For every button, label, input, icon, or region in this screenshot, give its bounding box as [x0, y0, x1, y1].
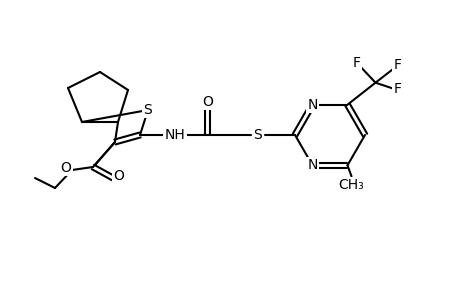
- Text: S: S: [253, 128, 262, 142]
- Text: F: F: [392, 82, 401, 96]
- Text: S: S: [143, 103, 152, 117]
- Text: O: O: [61, 161, 71, 175]
- Text: N: N: [307, 98, 317, 112]
- Text: F: F: [392, 58, 401, 72]
- Text: O: O: [202, 95, 213, 109]
- Text: O: O: [113, 169, 124, 183]
- Text: N: N: [307, 158, 317, 172]
- Text: F: F: [352, 56, 360, 70]
- Text: NH: NH: [164, 128, 185, 142]
- Text: CH₃: CH₃: [338, 178, 364, 192]
